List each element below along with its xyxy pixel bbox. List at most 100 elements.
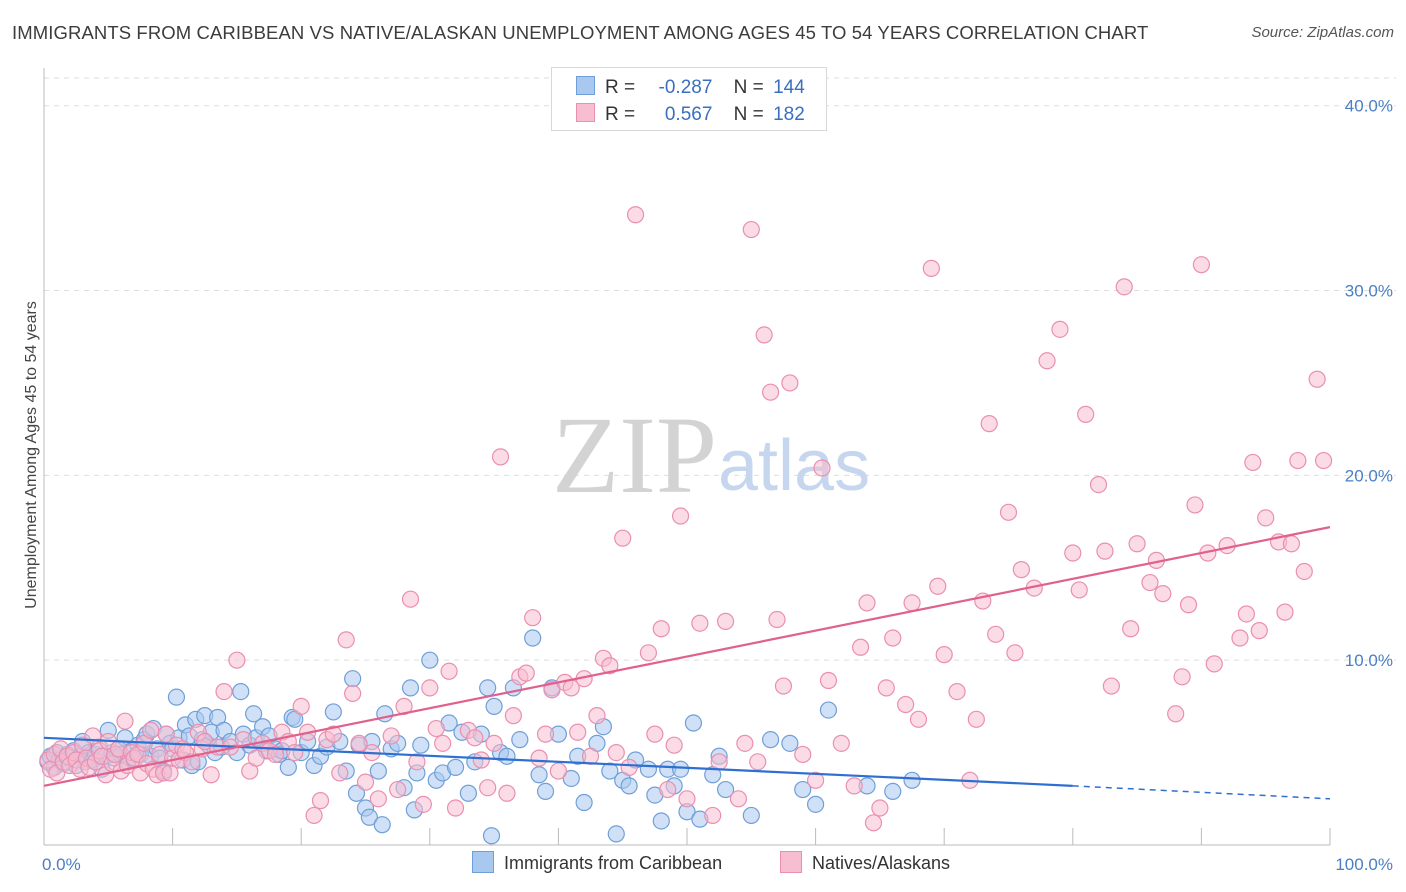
caribbean-point: [684, 714, 703, 732]
natives-point: [434, 734, 452, 752]
natives-point: [408, 753, 426, 771]
caribbean-point: [412, 736, 430, 754]
natives-point: [671, 507, 690, 525]
natives-point: [157, 725, 175, 743]
natives-point: [472, 751, 490, 769]
natives-point: [1237, 605, 1256, 623]
legend: R = -0.287 N = 144 R = 0.567 N = 182: [551, 67, 827, 131]
natives-point: [665, 736, 683, 754]
natives-point: [646, 725, 664, 743]
natives-point: [987, 625, 1005, 643]
natives-point: [1096, 542, 1114, 560]
caribbean-point: [761, 731, 780, 749]
chart-title: IMMIGRANTS FROM CARIBBEAN VS NATIVE/ALAS…: [12, 22, 1149, 43]
natives-point: [344, 684, 362, 703]
caribbean-point: [806, 795, 825, 813]
natives-point: [710, 753, 728, 771]
natives-point: [517, 664, 535, 682]
natives-point: [897, 695, 915, 714]
series-natives-points: [39, 206, 1333, 832]
caribbean-point: [344, 670, 362, 688]
legend-r-label: R =: [605, 77, 636, 98]
caribbean-point: [607, 825, 625, 843]
caribbean-point: [884, 782, 902, 801]
natives-point: [1179, 596, 1198, 614]
x-tick-label: 0.0%: [42, 855, 81, 874]
caribbean-point: [324, 703, 342, 721]
natives-point: [84, 727, 102, 745]
caribbean-point: [671, 760, 690, 778]
legend-n-label: N =: [733, 77, 764, 98]
natives-point: [286, 743, 304, 762]
natives-point: [659, 780, 677, 799]
natives-point: [1064, 544, 1082, 562]
natives-point: [1012, 561, 1030, 579]
natives-point: [1192, 256, 1211, 274]
caribbean-trend-extension: [1072, 785, 1331, 800]
caribbean-point: [369, 762, 387, 780]
caribbean-point: [373, 816, 391, 834]
natives-point: [337, 631, 355, 649]
natives-point: [884, 629, 902, 647]
caribbean-point: [536, 782, 555, 801]
caribbean-point: [446, 758, 465, 776]
natives-point: [1089, 476, 1108, 494]
y-tick-label: 30.0%: [1345, 282, 1393, 301]
natives-point: [479, 779, 497, 797]
caribbean-point: [279, 758, 297, 776]
natives-point: [524, 609, 542, 627]
bottom-legend-natives: Natives/Alaskans: [780, 851, 950, 874]
natives-point: [569, 723, 587, 741]
caribbean-point: [459, 784, 477, 802]
caribbean-point: [620, 777, 638, 795]
natives-point: [215, 682, 233, 701]
natives-point: [1282, 535, 1301, 553]
natives-point: [1102, 677, 1120, 695]
source-label: Source: ZipAtlas.com: [1251, 24, 1394, 41]
natives-point: [543, 681, 561, 699]
natives-point: [980, 415, 998, 433]
natives-point: [864, 814, 883, 832]
natives-point: [228, 651, 246, 669]
natives-point: [877, 679, 895, 697]
grid-lines: [44, 77, 1396, 661]
natives-point: [774, 677, 793, 695]
natives-point: [967, 710, 985, 728]
natives-point: [768, 610, 786, 629]
axes: [43, 68, 1331, 846]
caribbean-point: [575, 793, 593, 812]
caribbean-point: [479, 679, 497, 697]
natives-point: [1205, 655, 1223, 673]
natives-point: [1038, 352, 1056, 370]
natives-point: [324, 725, 342, 743]
natives-point: [1141, 573, 1159, 592]
natives-point: [729, 790, 748, 808]
natives-point: [614, 529, 632, 547]
natives-point: [1122, 620, 1140, 638]
bottom-legend-swatch-blue: [472, 851, 494, 873]
y-tick-label: 20.0%: [1345, 466, 1393, 485]
tick-labels: 10.0% 20.0% 30.0% 40.0% 0.0% 100.0%: [42, 97, 1393, 874]
caribbean-point: [485, 697, 503, 715]
natives-point: [421, 679, 439, 697]
natives-point: [446, 799, 465, 817]
natives-point: [794, 745, 812, 764]
natives-point: [142, 721, 160, 740]
natives-point: [852, 638, 870, 656]
natives-point: [742, 220, 760, 239]
natives-point: [813, 459, 831, 477]
natives-point: [929, 577, 947, 595]
natives-point: [440, 662, 458, 680]
natives-point: [504, 707, 522, 725]
caribbean-point: [639, 760, 658, 778]
caribbean-point: [347, 784, 366, 802]
watermark-atlas: atlas: [718, 426, 870, 506]
natives-point: [466, 729, 484, 747]
natives-point: [311, 792, 330, 810]
trend-lines: [43, 526, 1331, 800]
natives-point: [350, 734, 368, 752]
natives-point: [806, 771, 825, 789]
caribbean-point: [232, 682, 250, 701]
natives-point: [755, 326, 773, 344]
